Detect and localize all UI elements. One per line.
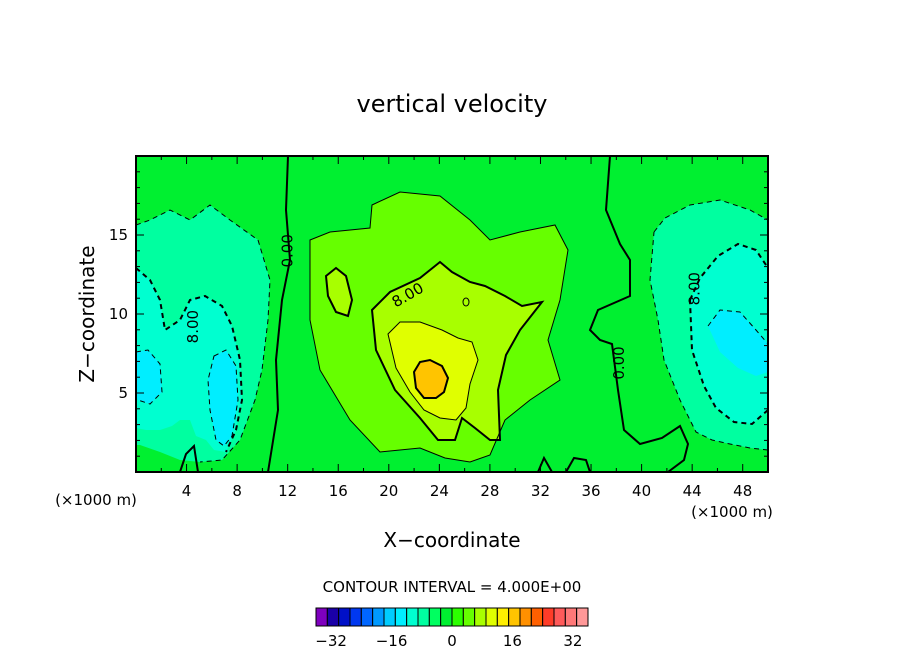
contour-line-zero — [565, 456, 591, 472]
y-axis-title: Z−coordinate — [75, 245, 99, 382]
y-axis: 5 10 15 — [109, 171, 768, 457]
colorbar-swatch — [349, 607, 362, 627]
x-tick-label: 48 — [733, 482, 752, 500]
colorbar-swatch — [474, 607, 487, 627]
x-tick-label: 20 — [379, 482, 398, 500]
contour-line-positive — [387, 321, 479, 421]
colorbar-swatch — [462, 607, 476, 627]
x-unit-label-left: (×1000 m) — [55, 491, 137, 509]
colorbar-swatch — [394, 607, 408, 627]
contour-line-negative — [707, 309, 768, 345]
x-unit-label-right: (×1000 m) — [691, 503, 773, 521]
colorbar-swatch — [338, 607, 351, 627]
y-tick-label: 15 — [109, 226, 128, 244]
x-axis: 4 8 12 16 20 24 28 32 36 40 44 48 — [160, 156, 752, 500]
field-region — [708, 310, 768, 376]
x-tick-label: 16 — [329, 482, 348, 500]
contour-interval-label: CONTOUR INTERVAL = 4.000E+00 — [323, 578, 582, 596]
contour-plot-area: 0.008.008.000.008.00 — [136, 156, 768, 472]
colorbar-swatch — [485, 607, 498, 627]
colorbar-swatch — [553, 607, 566, 627]
contour-line-zero — [179, 443, 199, 472]
colorbar-swatch — [564, 607, 578, 627]
y-tick-label: 10 — [109, 305, 128, 323]
colorbar-swatch — [576, 607, 589, 627]
contour-label: 0.00 — [279, 234, 297, 267]
field-region — [136, 350, 162, 404]
contour-line-zero — [588, 156, 690, 472]
colorbar-tick-label: 16 — [503, 632, 522, 650]
y-tick-label: 5 — [118, 384, 128, 402]
colorbar-swatch — [417, 607, 430, 627]
x-tick-label: 36 — [581, 482, 600, 500]
colorbar-tick-label: −16 — [376, 632, 408, 650]
colorbar-swatch — [451, 607, 464, 627]
colorbar-swatch — [542, 607, 555, 627]
contour-line-positive — [462, 297, 470, 307]
contour-line-negative — [207, 349, 239, 447]
colorbar-tick-label: 32 — [563, 632, 582, 650]
contour-line-negative — [136, 267, 244, 453]
x-tick-label: 24 — [430, 482, 449, 500]
x-tick-label: 32 — [531, 482, 550, 500]
x-tick-label: 28 — [480, 482, 499, 500]
x-tick-label: 4 — [182, 482, 192, 500]
colorbar-swatch — [508, 607, 521, 627]
colorbar-tick-label: −32 — [315, 632, 347, 650]
colorbar-swatch — [519, 607, 532, 627]
field-region — [414, 360, 448, 398]
contour-label: 8.00 — [184, 310, 202, 343]
colorbar-swatch — [496, 607, 510, 627]
field-region — [208, 350, 238, 446]
contour-line-positive — [309, 191, 569, 463]
contour-line-negative — [136, 349, 163, 405]
colorbar-swatch — [326, 607, 340, 627]
colorbar — [315, 607, 589, 627]
contour-line-positive — [412, 358, 450, 399]
contour-line-zero — [267, 156, 292, 472]
colorbar-swatch — [428, 607, 442, 627]
x-tick-label: 12 — [278, 482, 297, 500]
x-tick-label: 8 — [232, 482, 242, 500]
colorbar-swatch — [315, 607, 328, 627]
contour-line-positive — [324, 266, 354, 318]
contour-line-positive — [370, 260, 545, 441]
colorbar-swatch — [406, 607, 419, 627]
chart-title: vertical velocity — [357, 90, 548, 118]
colorbar-swatch — [440, 607, 453, 627]
colorbar-swatch — [360, 607, 374, 627]
contour-line-negative — [689, 242, 768, 301]
contour-line-negative — [689, 299, 768, 426]
x-tick-label: 40 — [632, 482, 651, 500]
colorbar-swatch — [383, 607, 396, 627]
contour-line-negative — [136, 204, 271, 463]
contour-line-negative — [649, 231, 768, 451]
colorbar-tick-labels: −32 −16 0 16 32 — [315, 632, 582, 650]
x-axis-title: X−coordinate — [383, 528, 520, 552]
x-tick-label: 44 — [683, 482, 702, 500]
colorbar-swatch — [372, 607, 385, 627]
colorbar-tick-label: 0 — [447, 632, 457, 650]
colorbar-swatch — [530, 607, 544, 627]
contour-label: 0.00 — [610, 346, 628, 379]
contour-line-negative — [653, 199, 768, 233]
contour-label: 8.00 — [686, 272, 704, 305]
